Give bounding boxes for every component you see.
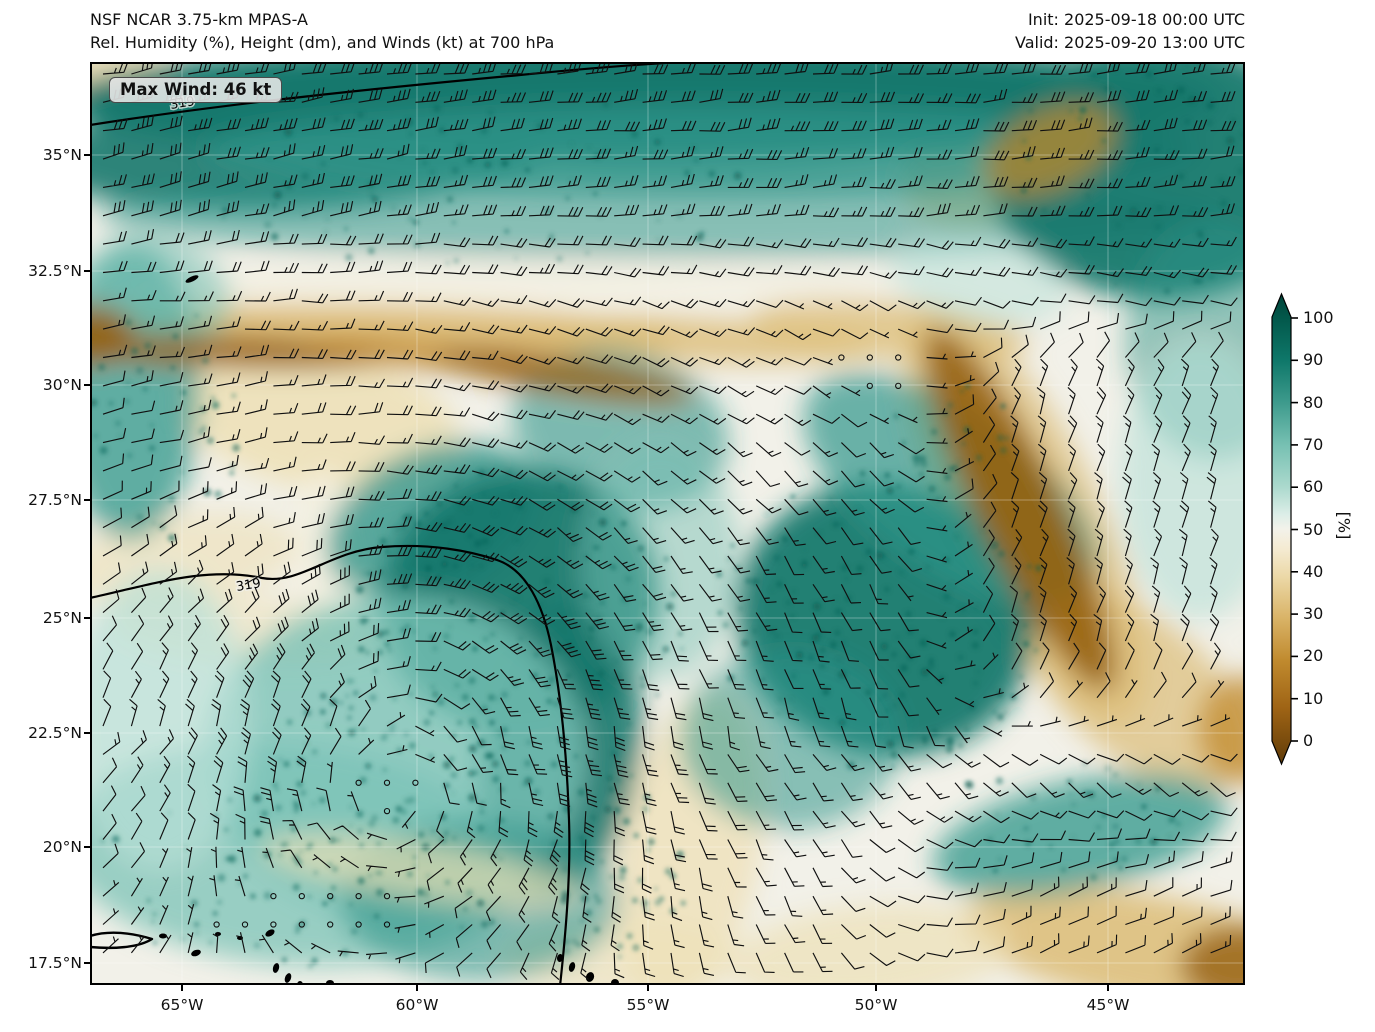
calm-wind-circles xyxy=(213,354,902,928)
init-time: Init: 2025-09-18 00:00 UTC xyxy=(1027,10,1245,29)
colorbar-tick-label: 10 xyxy=(1303,688,1324,708)
colorbar-unit-label: [%] xyxy=(1334,511,1354,540)
lat-tick-label: 25°N xyxy=(42,609,82,627)
max-wind-badge: Max Wind: 46 kt xyxy=(109,77,283,103)
wind-barbs xyxy=(102,62,1238,981)
lat-tick-mark xyxy=(84,270,90,272)
lon-tick-label: 65°W xyxy=(160,996,204,1014)
lat-tick-label: 17.5°N xyxy=(28,954,82,972)
colorbar-tick-label: 80 xyxy=(1303,392,1324,412)
colorbar-ticks xyxy=(1291,317,1298,742)
lon-tick-label: 60°W xyxy=(395,996,439,1014)
title-line2: Rel. Humidity (%), Height (dm), and Wind… xyxy=(90,33,555,52)
colorbar-gradient xyxy=(1271,292,1292,766)
lat-tick-label: 27.5°N xyxy=(28,491,82,509)
run-times: Init: 2025-09-18 00:00 UTC Valid: 2025-09… xyxy=(1015,8,1245,54)
lon-tick-label: 55°W xyxy=(626,996,670,1014)
colorbar-tick-label: 90 xyxy=(1303,350,1324,370)
lat-tick-label: 35°N xyxy=(42,146,82,164)
lon-tick-mark xyxy=(416,985,418,991)
colorbar xyxy=(1271,292,1298,766)
colorbar-tick-label: 20 xyxy=(1303,646,1324,666)
lon-tick-mark xyxy=(647,985,649,991)
lat-tick-mark xyxy=(84,962,90,964)
lat-tick-label: 20°N xyxy=(42,838,82,856)
colorbar-tick-label: 100 xyxy=(1303,308,1334,327)
lon-tick-label: 50°W xyxy=(854,996,898,1014)
colorbar-tick-label: 50 xyxy=(1303,519,1324,539)
lon-tick-mark xyxy=(875,985,877,991)
lat-tick-mark xyxy=(84,384,90,386)
colorbar-tick-label: 40 xyxy=(1303,561,1324,581)
colorbar-tick-label: 70 xyxy=(1303,434,1324,454)
lat-tick-label: 30°N xyxy=(42,376,82,394)
title-line1: NSF NCAR 3.75-km MPAS-A xyxy=(90,10,308,29)
valid-time: Valid: 2025-09-20 13:00 UTC xyxy=(1014,33,1245,52)
map-panel: 319 319 Max Wind: 46 kt xyxy=(90,62,1245,985)
colorbar-tick-label: 30 xyxy=(1303,604,1324,624)
lat-tick-mark xyxy=(84,499,90,501)
contour-label: 319 xyxy=(235,576,262,595)
lat-tick-label: 32.5°N xyxy=(28,262,82,280)
lon-tick-mark xyxy=(1107,985,1109,991)
lat-tick-mark xyxy=(84,154,90,156)
lat-tick-mark xyxy=(84,846,90,848)
map-border xyxy=(90,62,1245,985)
lon-tick-label: 45°W xyxy=(1086,996,1130,1014)
wind-barb-glyphs xyxy=(102,62,1238,981)
colorbar-tick-label: 0 xyxy=(1303,731,1314,750)
lat-tick-label: 22.5°N xyxy=(28,724,82,742)
lat-tick-mark xyxy=(84,617,90,619)
colorbar-tick-label: 60 xyxy=(1303,477,1324,497)
plot-title: NSF NCAR 3.75-km MPAS-A Rel. Humidity (%)… xyxy=(90,8,554,54)
lat-tick-mark xyxy=(84,732,90,734)
lon-tick-mark xyxy=(181,985,183,991)
